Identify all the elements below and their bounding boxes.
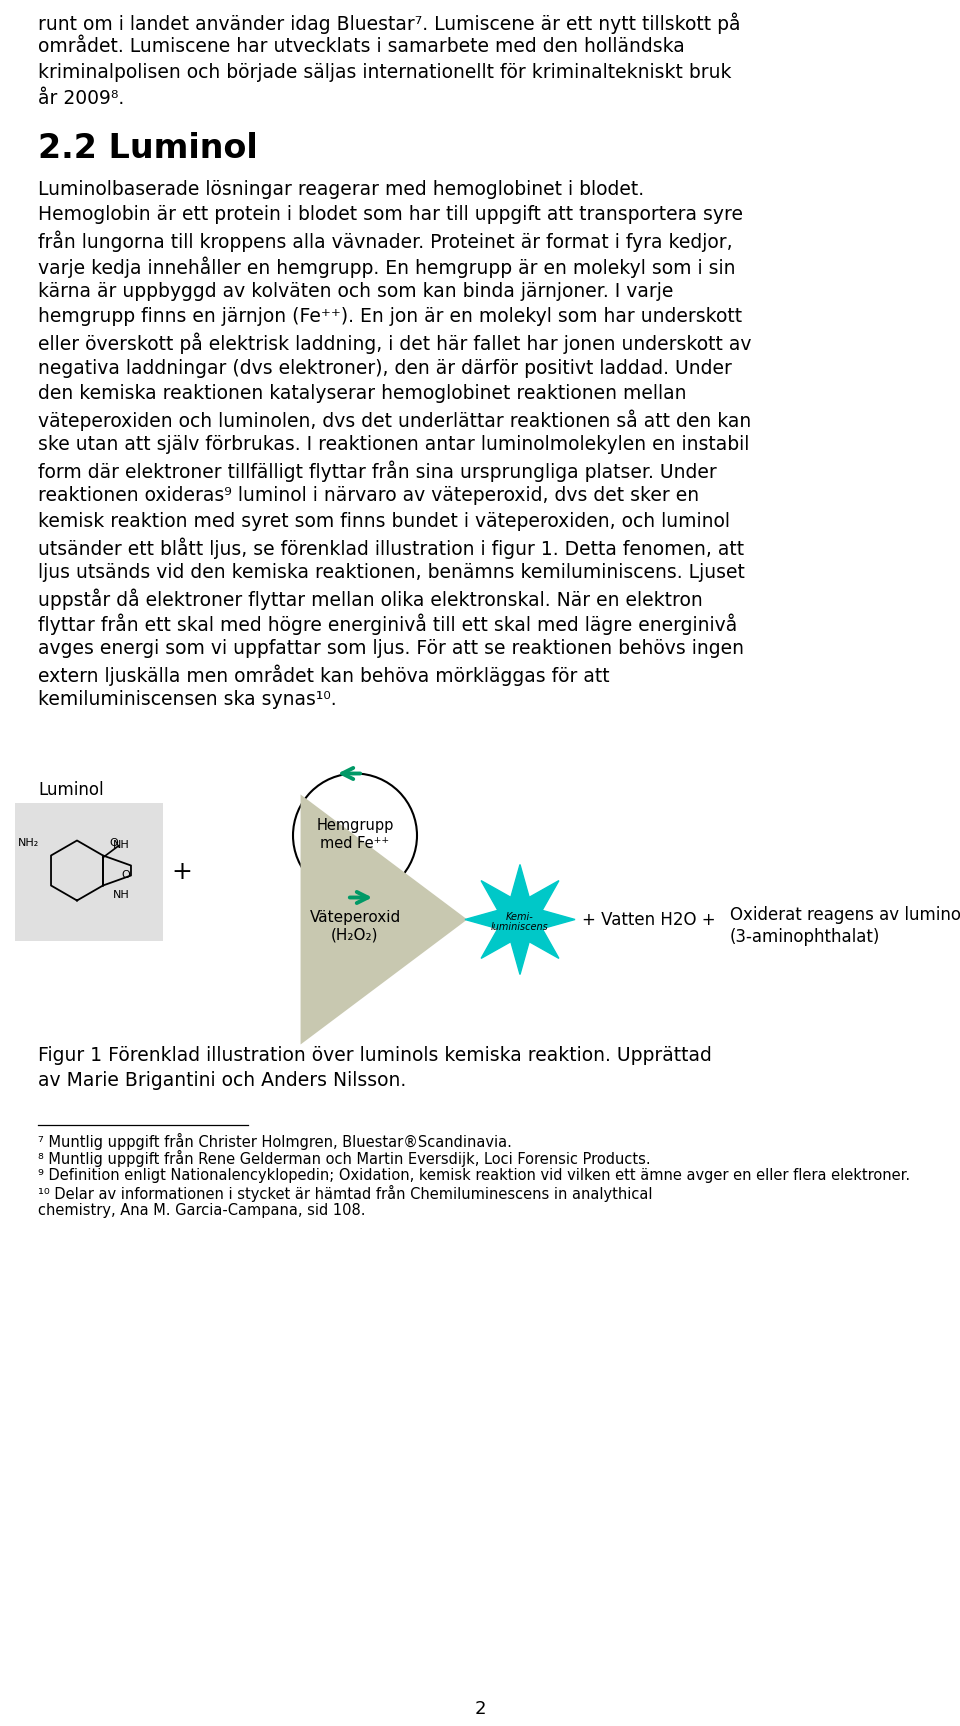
Text: ¹⁰ Delar av informationen i stycket är hämtad från Chemiluminescens in analythic: ¹⁰ Delar av informationen i stycket är h… — [38, 1186, 653, 1201]
Text: ljus utsänds vid den kemiska reaktionen, benämns kemiluminiscens. Ljuset: ljus utsänds vid den kemiska reaktionen,… — [38, 563, 745, 582]
Text: 2.2 Luminol: 2.2 Luminol — [38, 131, 257, 166]
Text: ⁹ Definition enligt Nationalencyklopedin; Oxidation, kemisk reaktion vid vilken : ⁹ Definition enligt Nationalencyklopedin… — [38, 1167, 910, 1182]
Text: Luminol: Luminol — [38, 780, 104, 799]
Text: Hemgrupp: Hemgrupp — [316, 818, 394, 834]
Text: Oxiderat reagens av luminol: Oxiderat reagens av luminol — [730, 906, 960, 923]
Text: NH: NH — [113, 839, 130, 849]
Text: ⁷ Muntlig uppgift från Christer Holmgren, Bluestar®Scandinavia.: ⁷ Muntlig uppgift från Christer Holmgren… — [38, 1132, 512, 1150]
Text: väteperoxiden och luminolen, dvs det underlättar reaktionen så att den kan: väteperoxiden och luminolen, dvs det und… — [38, 409, 752, 432]
Text: extern ljuskälla men området kan behöva mörkläggas för att: extern ljuskälla men området kan behöva … — [38, 665, 610, 685]
Text: av Marie Brigantini och Anders Nilsson.: av Marie Brigantini och Anders Nilsson. — [38, 1072, 406, 1091]
Text: kriminalpolisen och började säljas internationellt för kriminaltekniskt bruk: kriminalpolisen och började säljas inter… — [38, 64, 732, 83]
Text: NH: NH — [113, 889, 130, 899]
Text: Luminolbaserade lösningar reagerar med hemoglobinet i blodet.: Luminolbaserade lösningar reagerar med h… — [38, 180, 644, 198]
Text: Väteperoxid: Väteperoxid — [309, 910, 400, 925]
Text: området. Lumiscene har utvecklats i samarbete med den holländska: området. Lumiscene har utvecklats i sama… — [38, 38, 684, 57]
Text: kemisk reaktion med syret som finns bundet i väteperoxiden, och luminol: kemisk reaktion med syret som finns bund… — [38, 511, 730, 530]
Text: form där elektroner tillfälligt flyttar från sina ursprungliga platser. Under: form där elektroner tillfälligt flyttar … — [38, 461, 717, 482]
Text: luminiscens: luminiscens — [492, 922, 549, 932]
Text: ⁸ Muntlig uppgift från Rene Gelderman och Martin Eversdijk, Loci Forensic Produc: ⁸ Muntlig uppgift från Rene Gelderman oc… — [38, 1150, 651, 1167]
Text: kärna är uppbyggd av kolväten och som kan binda järnjoner. I varje: kärna är uppbyggd av kolväten och som ka… — [38, 281, 673, 300]
Text: O: O — [121, 870, 130, 880]
Text: hemgrupp finns en järnjon (Fe⁺⁺). En jon är en molekyl som har underskott: hemgrupp finns en järnjon (Fe⁺⁺). En jon… — [38, 307, 742, 326]
Text: O: O — [109, 837, 118, 847]
Text: (3-aminophthalat): (3-aminophthalat) — [730, 927, 880, 946]
Text: från lungorna till kroppens alla vävnader. Proteinet är format i fyra kedjor,: från lungorna till kroppens alla vävnade… — [38, 231, 732, 252]
Text: ske utan att själv förbrukas. I reaktionen antar luminolmolekylen en instabil: ske utan att själv förbrukas. I reaktion… — [38, 435, 750, 454]
Text: chemistry, Ana M. Garcia-Campana, sid 108.: chemistry, Ana M. Garcia-Campana, sid 10… — [38, 1203, 366, 1217]
Text: den kemiska reaktionen katalyserar hemoglobinet reaktionen mellan: den kemiska reaktionen katalyserar hemog… — [38, 383, 686, 402]
Text: kemiluminiscensen ska synas¹⁰.: kemiluminiscensen ska synas¹⁰. — [38, 690, 337, 709]
Text: år 2009⁸.: år 2009⁸. — [38, 88, 124, 107]
Text: avges energi som vi uppfattar som ljus. För att se reaktionen behövs ingen: avges energi som vi uppfattar som ljus. … — [38, 639, 744, 658]
Text: reaktionen oxideras⁹ luminol i närvaro av väteperoxid, dvs det sker en: reaktionen oxideras⁹ luminol i närvaro a… — [38, 487, 699, 506]
Text: NH₂: NH₂ — [17, 837, 39, 847]
Text: runt om i landet använder idag Bluestar⁷. Lumiscene är ett nytt tillskott på: runt om i landet använder idag Bluestar⁷… — [38, 12, 740, 33]
Text: Hemoglobin är ett protein i blodet som har till uppgift att transportera syre: Hemoglobin är ett protein i blodet som h… — [38, 205, 743, 224]
Text: 2: 2 — [474, 1700, 486, 1717]
Polygon shape — [465, 865, 575, 975]
Text: negativa laddningar (dvs elektroner), den är därför positivt laddad. Under: negativa laddningar (dvs elektroner), de… — [38, 359, 732, 378]
Text: utsänder ett blått ljus, se förenklad illustration i figur 1. Detta fenomen, att: utsänder ett blått ljus, se förenklad il… — [38, 537, 744, 559]
Text: uppstår då elektroner flyttar mellan olika elektronskal. När en elektron: uppstår då elektroner flyttar mellan oli… — [38, 589, 703, 609]
Text: Figur 1 Förenklad illustration över luminols kemiska reaktion. Upprättad: Figur 1 Förenklad illustration över lumi… — [38, 1046, 712, 1065]
Text: med Fe⁺⁺: med Fe⁺⁺ — [321, 835, 390, 851]
Text: flyttar från ett skal med högre energinivå till ett skal med lägre energinivå: flyttar från ett skal med högre energini… — [38, 613, 737, 635]
Text: varje kedja innehåller en hemgrupp. En hemgrupp är en molekyl som i sin: varje kedja innehåller en hemgrupp. En h… — [38, 257, 735, 278]
Text: + Vatten H2O +: + Vatten H2O + — [582, 911, 715, 929]
Text: (H₂O₂): (H₂O₂) — [331, 927, 379, 942]
FancyBboxPatch shape — [15, 803, 163, 941]
Text: +: + — [171, 860, 192, 884]
Text: eller överskott på elektrisk laddning, i det här fallet har jonen underskott av: eller överskott på elektrisk laddning, i… — [38, 333, 752, 354]
Text: Kemi-: Kemi- — [506, 911, 534, 922]
